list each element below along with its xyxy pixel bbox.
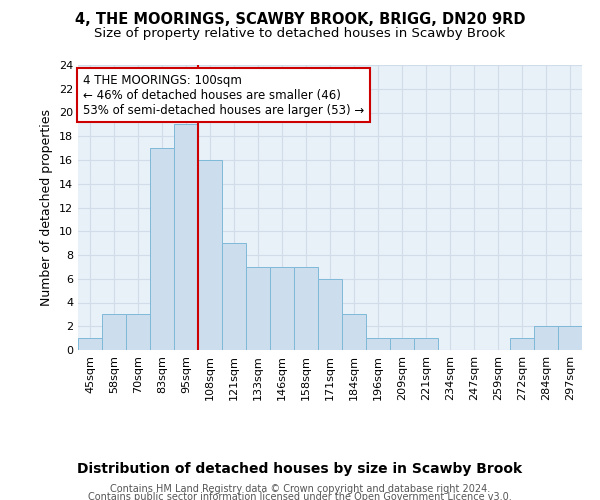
Bar	[150, 148, 174, 350]
Text: 4, THE MOORINGS, SCAWBY BROOK, BRIGG, DN20 9RD: 4, THE MOORINGS, SCAWBY BROOK, BRIGG, DN…	[75, 12, 525, 28]
Bar	[78, 338, 102, 350]
Bar	[390, 338, 414, 350]
Bar	[534, 326, 558, 350]
Bar	[366, 338, 390, 350]
Text: Contains HM Land Registry data © Crown copyright and database right 2024.: Contains HM Land Registry data © Crown c…	[110, 484, 490, 494]
Text: Contains public sector information licensed under the Open Government Licence v3: Contains public sector information licen…	[88, 492, 512, 500]
Bar	[270, 267, 294, 350]
Text: Distribution of detached houses by size in Scawby Brook: Distribution of detached houses by size …	[77, 462, 523, 476]
Bar	[558, 326, 582, 350]
Bar	[222, 243, 246, 350]
Text: 4 THE MOORINGS: 100sqm
← 46% of detached houses are smaller (46)
53% of semi-det: 4 THE MOORINGS: 100sqm ← 46% of detached…	[83, 74, 364, 116]
Bar	[414, 338, 438, 350]
Bar	[318, 279, 342, 350]
Bar	[294, 267, 318, 350]
Bar	[246, 267, 270, 350]
Bar	[198, 160, 222, 350]
Bar	[342, 314, 366, 350]
Bar	[510, 338, 534, 350]
Bar	[174, 124, 198, 350]
Y-axis label: Number of detached properties: Number of detached properties	[40, 109, 53, 306]
Text: Size of property relative to detached houses in Scawby Brook: Size of property relative to detached ho…	[94, 28, 506, 40]
Bar	[102, 314, 126, 350]
Bar	[126, 314, 150, 350]
